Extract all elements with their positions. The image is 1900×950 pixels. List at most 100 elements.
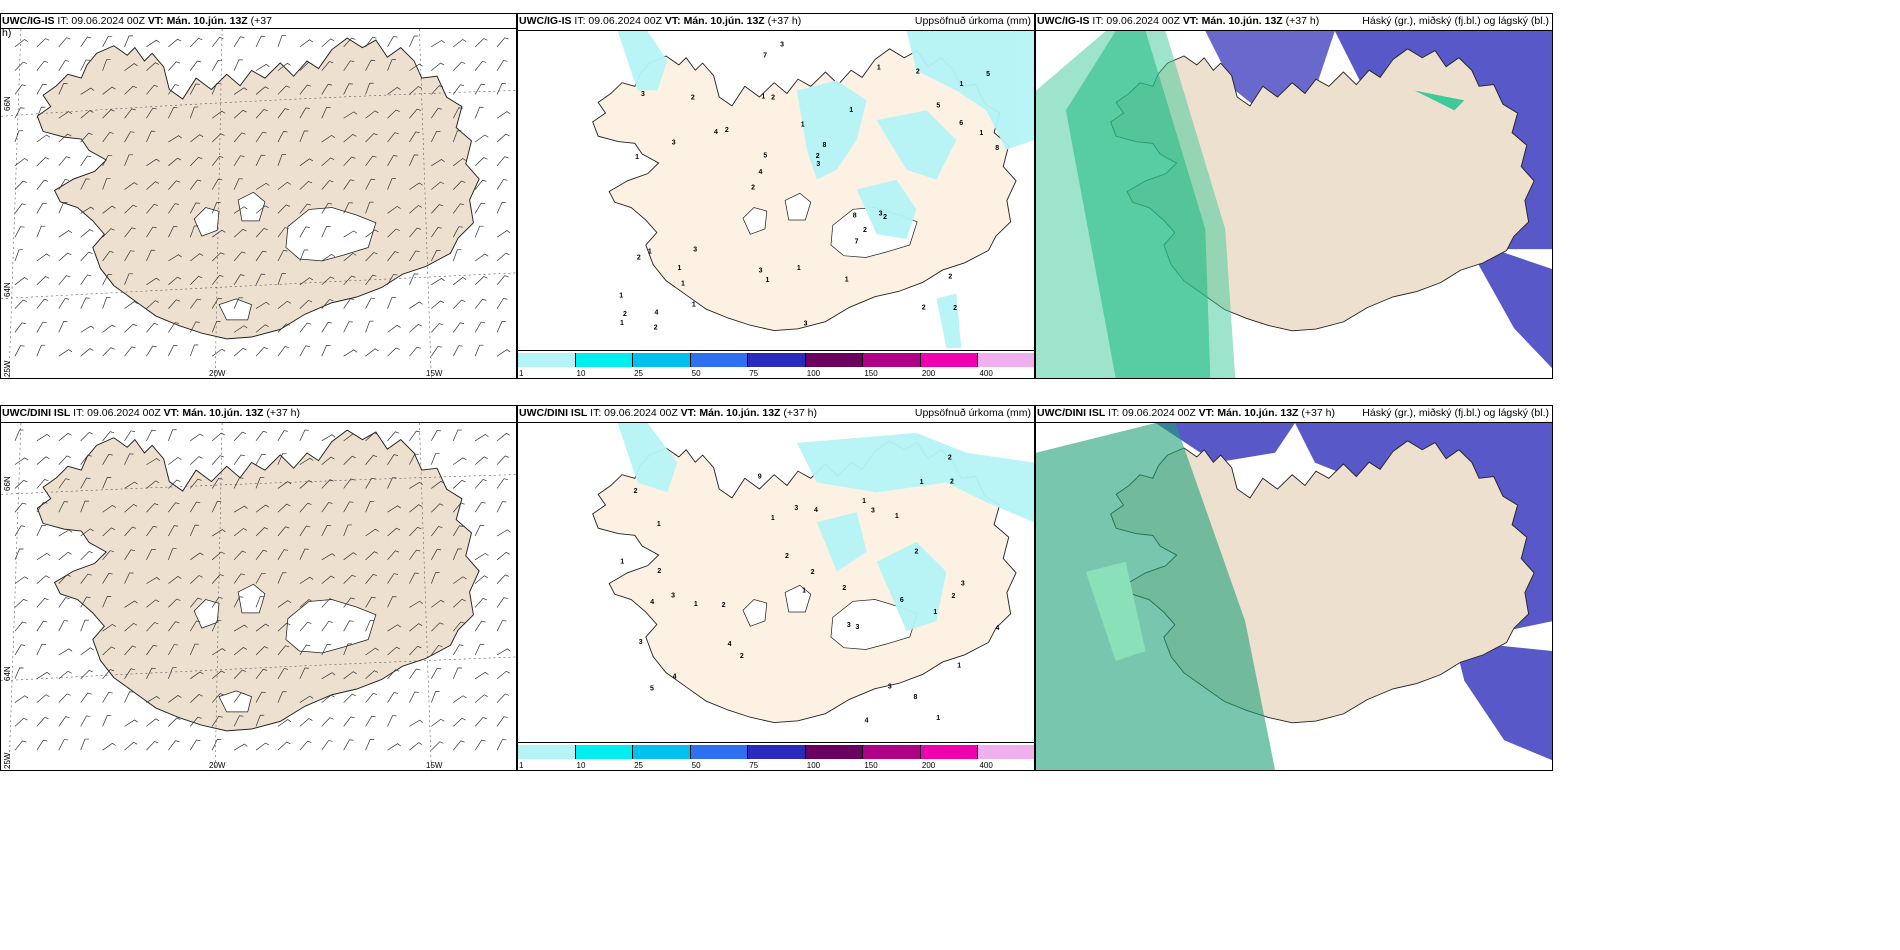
- wind-barb: [102, 596, 112, 608]
- wind-barb: [102, 273, 113, 285]
- wind-barb: [211, 178, 223, 190]
- precip-value: 3: [671, 592, 675, 599]
- precip-value: 1: [797, 265, 801, 272]
- panel-ig-cloud: UWC/IG-IS IT: 09.06.2024 00Z VT: Mán. 10…: [1035, 13, 1553, 379]
- wind-barb: [474, 524, 485, 537]
- wind-barb: [431, 480, 445, 489]
- wind-barb: [387, 86, 401, 95]
- wind-barb: [474, 597, 487, 608]
- wind-barb: [233, 178, 243, 190]
- wind-barb: [496, 501, 507, 513]
- wind-barb: [36, 38, 50, 48]
- panel-subtitle: Uppsöfnuð úrkoma (mm): [914, 15, 1031, 27]
- wind-barb: [409, 301, 423, 309]
- wind-barb: [168, 157, 182, 167]
- wind-barb: [189, 739, 201, 751]
- precip-value: 2: [725, 127, 729, 134]
- lon-label-20w: 20W: [209, 369, 226, 378]
- wind-barb: [277, 108, 289, 119]
- wind-barb: [365, 229, 379, 238]
- wind-barb: [102, 35, 113, 48]
- wind-barb: [277, 645, 290, 656]
- wind-barb: [168, 38, 182, 48]
- wind-barb: [233, 715, 244, 727]
- wind-barb: [299, 502, 312, 513]
- wind-barb: [14, 130, 24, 143]
- wind-barb: [124, 346, 136, 357]
- wind-barb: [409, 154, 419, 166]
- wind-barb: [387, 527, 401, 537]
- wind-barb: [102, 86, 116, 95]
- colorbar-label: 10: [576, 761, 586, 770]
- wind-barb: [409, 526, 422, 537]
- wind-barb: [474, 253, 489, 262]
- wind-barb: [80, 59, 90, 71]
- wind-barb: [431, 62, 445, 71]
- lon-label-15w: 15W: [426, 761, 443, 770]
- colorbar-label: 75: [749, 761, 759, 770]
- wind-barb: [365, 455, 378, 465]
- wind-barb: [409, 131, 420, 143]
- wind-barb: [102, 715, 112, 727]
- precip-value: 1: [979, 130, 983, 137]
- colorbar-label: 150: [864, 761, 878, 770]
- wind-barb: [58, 597, 70, 608]
- wind-barb: [102, 132, 114, 143]
- wind-barb: [14, 695, 29, 703]
- wind-barb: [365, 596, 376, 608]
- wind-barb: [496, 670, 510, 680]
- wind-barb: [409, 481, 423, 489]
- wind-barb: [80, 596, 91, 608]
- wind-barb: [453, 39, 467, 48]
- wind-barb: [102, 646, 116, 656]
- wind-barb: [365, 500, 375, 513]
- wind-barb: [453, 576, 467, 584]
- precip-value: 9: [758, 474, 762, 481]
- wind-barb: [14, 158, 28, 167]
- wind-barb: [321, 321, 333, 333]
- wind-barb: [277, 35, 287, 47]
- wind-barb: [496, 478, 508, 489]
- colorbar-label: 25: [634, 369, 644, 378]
- panel-subtitle: Uppsöfnuð úrkoma (mm): [914, 407, 1031, 419]
- wind-barb: [211, 739, 222, 751]
- wind-barb: [211, 620, 222, 632]
- precip-value: 3: [759, 267, 763, 274]
- wind-barb: [124, 622, 138, 632]
- wind-barb: [36, 501, 48, 513]
- precip-value: 3: [639, 639, 643, 646]
- wind-barb: [387, 347, 400, 357]
- wind-barb: [168, 61, 181, 71]
- wind-barb: [474, 344, 484, 357]
- precip-value: 3: [693, 247, 697, 254]
- wind-barb: [387, 624, 401, 632]
- wind-map: [1, 29, 516, 378]
- wind-barb: [189, 501, 201, 513]
- wind-barb: [343, 671, 357, 680]
- colorbar-label: 1: [519, 369, 524, 378]
- wind-barb: [277, 273, 287, 285]
- wind-barb: [452, 502, 465, 513]
- wind-barb: [146, 667, 156, 679]
- precip-value: 4: [673, 673, 677, 680]
- wind-barb: [58, 111, 73, 119]
- wind-barb: [299, 158, 314, 167]
- wind-barb: [146, 429, 156, 442]
- wind-barb: [14, 226, 25, 238]
- colorbar-segment: [518, 353, 576, 367]
- wind-barb: [431, 108, 442, 119]
- wind-barb: [146, 107, 157, 119]
- wind-barb: [474, 179, 487, 190]
- wind-barb: [452, 299, 466, 309]
- wind-barb: [102, 347, 115, 357]
- wind-barb: [431, 85, 444, 95]
- wind-barb: [146, 84, 159, 95]
- wind-barb: [299, 667, 309, 679]
- wind-barb: [299, 84, 312, 95]
- wind-barb: [80, 251, 93, 262]
- wind-barb: [365, 573, 378, 584]
- lon-label-25w: 25W: [3, 752, 12, 769]
- wind-barb: [124, 645, 137, 656]
- wind-barb: [168, 644, 179, 656]
- wind-barb: [80, 477, 91, 489]
